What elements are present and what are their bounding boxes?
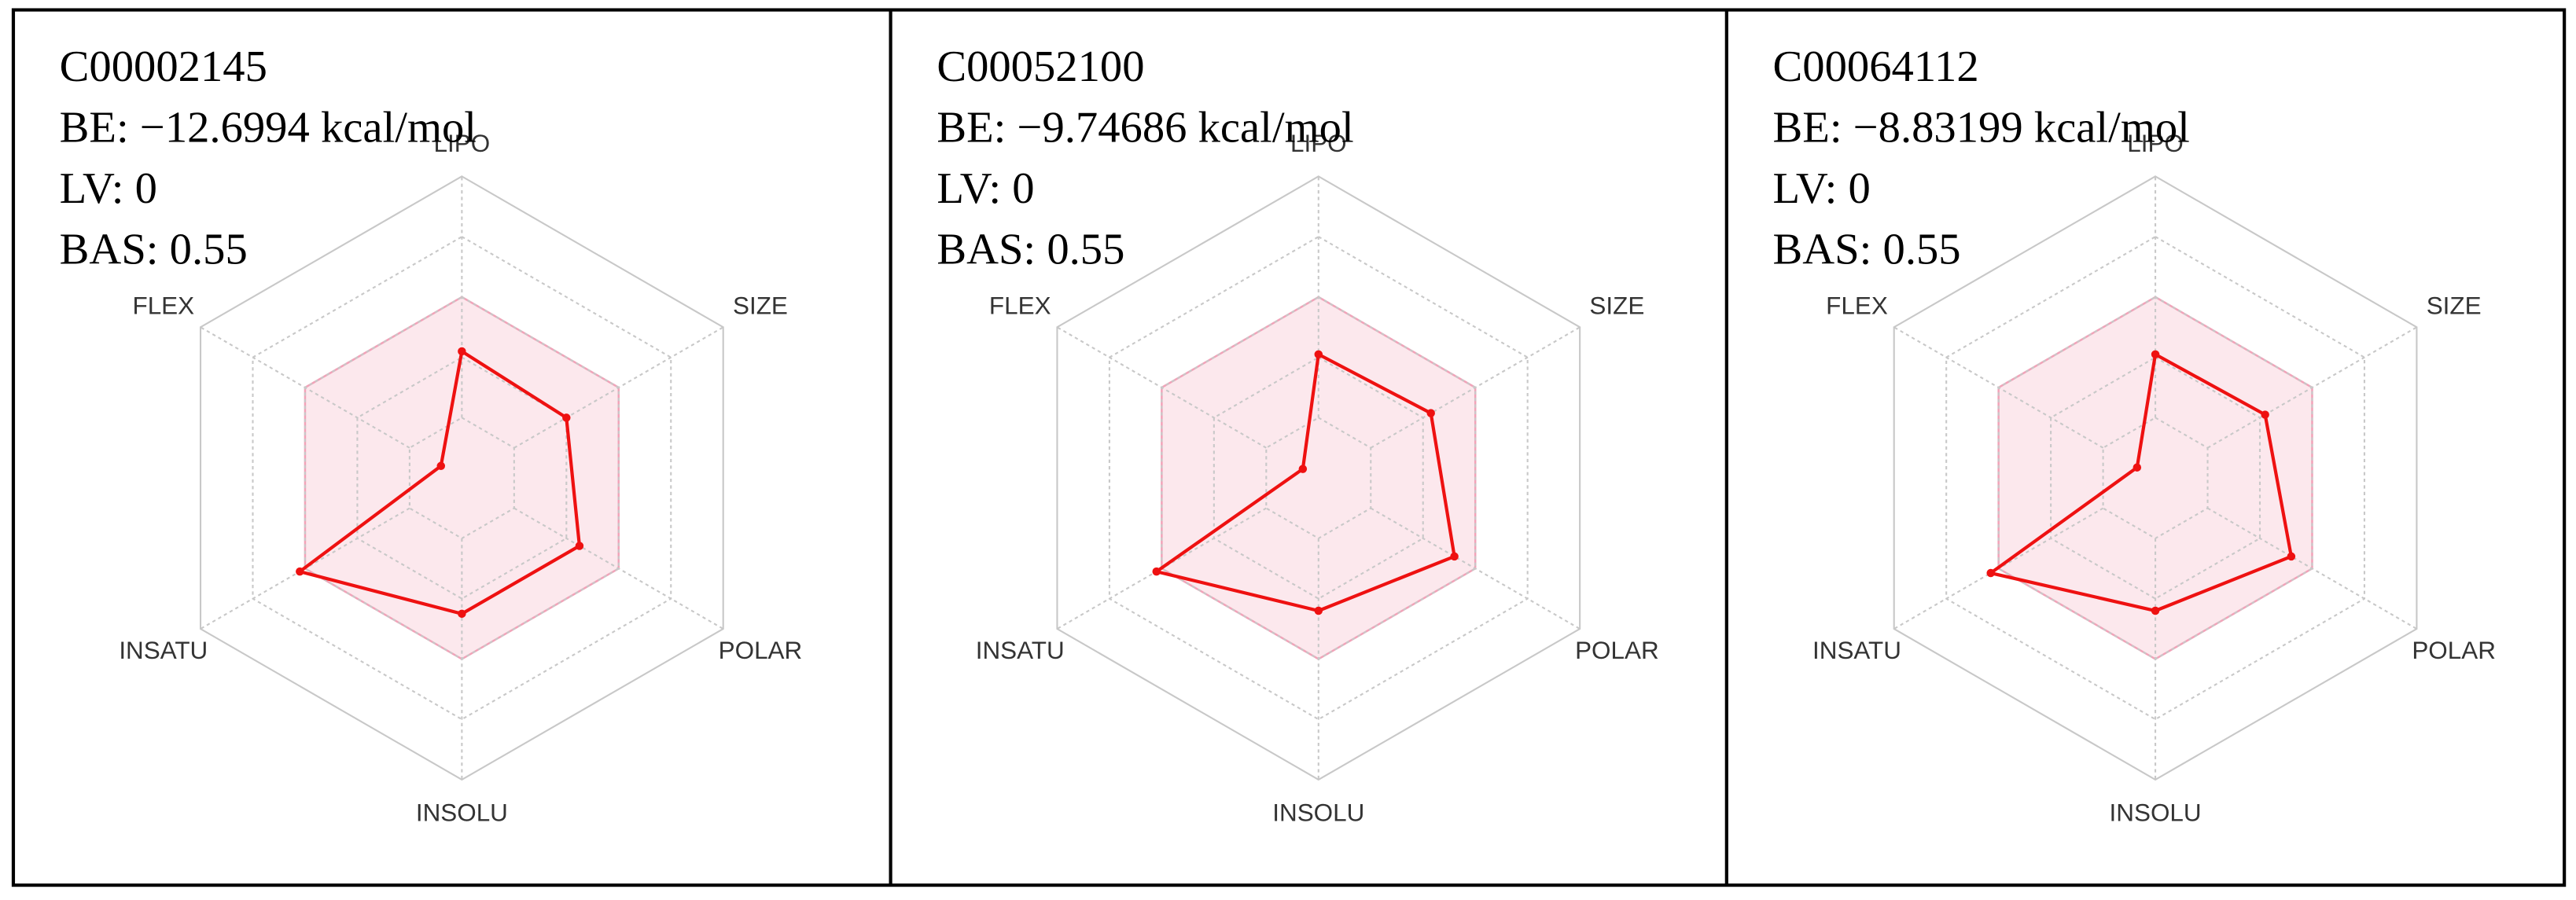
data-point — [575, 542, 584, 550]
spoke — [2207, 507, 2417, 630]
data-point — [296, 567, 304, 576]
axis-label: INSATU — [976, 637, 1065, 664]
spoke — [2207, 326, 2417, 449]
radar-panel: LIPO SIZE POLAR INSOLU INSATU FLEX C00052100 BE… — [937, 42, 1658, 827]
panel-text: BE: −8.83199 kcal/mol — [1773, 103, 2190, 152]
data-point — [1298, 465, 1308, 473]
axis-label: FLEX — [1826, 292, 1888, 319]
data-point — [2261, 410, 2269, 419]
data-point — [562, 413, 571, 422]
axis-label: FLEX — [989, 292, 1051, 319]
grid-ring — [199, 175, 724, 781]
data-point — [1450, 552, 1459, 561]
axis-label: POLAR — [2412, 637, 2496, 664]
data-point — [2151, 606, 2160, 615]
panel-text: C00002145 — [60, 42, 267, 91]
axis-label: POLAR — [719, 637, 803, 664]
axis-label: INSOLU — [2110, 799, 2202, 826]
data-point — [1152, 567, 1161, 576]
data-point — [1426, 409, 1435, 417]
data-point — [436, 461, 446, 471]
panel-text: C00064112 — [1773, 42, 1979, 91]
axis-label: INSOLU — [1272, 799, 1364, 826]
outer-frame — [11, 8, 2567, 887]
data-point — [1986, 568, 1995, 578]
spoke — [513, 326, 724, 449]
radar-panel: LIPO SIZE POLAR INSOLU INSATU FLEX C00064112 BE… — [1773, 42, 2496, 827]
grid-ring — [1056, 175, 1581, 781]
panel-text: LV: 0 — [60, 164, 157, 213]
spoke — [1893, 326, 2104, 449]
data-point — [2133, 463, 2142, 472]
panel-text: C00052100 — [937, 42, 1144, 91]
axis-label: INSATU — [1812, 637, 1901, 664]
panel-text: LV: 0 — [937, 164, 1034, 213]
axis-label: SIZE — [733, 292, 788, 319]
data-point — [1314, 350, 1323, 359]
data-point — [1314, 606, 1323, 615]
data-point — [458, 347, 466, 356]
axis-label: SIZE — [2427, 292, 2482, 319]
radar-panel: LIPO SIZE POLAR INSOLU INSATU FLEX C00002145 BE… — [60, 42, 803, 827]
spoke — [200, 326, 410, 449]
panel-text: LV: 0 — [1773, 164, 1871, 213]
panel-text: BE: −12.6994 kcal/mol — [60, 103, 477, 152]
axis-label: LIPO — [1290, 130, 1347, 157]
axis-label: FLEX — [132, 292, 194, 319]
data-point — [2287, 552, 2296, 561]
panel-text: BAS: 0.55 — [1773, 226, 1961, 274]
axis-label: LIPO — [434, 130, 491, 157]
panel-text: BAS: 0.55 — [937, 226, 1124, 274]
axis-label: INSATU — [119, 637, 208, 664]
panel-text: BE: −9.74686 kcal/mol — [937, 103, 1353, 152]
axis-label: LIPO — [2127, 130, 2184, 157]
axis-label: INSOLU — [416, 799, 508, 826]
axis-label: POLAR — [1575, 637, 1659, 664]
spoke — [1370, 326, 1581, 449]
panel-text: BAS: 0.55 — [60, 226, 248, 274]
spoke — [1056, 326, 1267, 449]
axis-label: SIZE — [1589, 292, 1644, 319]
grid-ring — [1893, 175, 2418, 781]
data-point — [2151, 350, 2160, 359]
data-point — [458, 609, 466, 619]
